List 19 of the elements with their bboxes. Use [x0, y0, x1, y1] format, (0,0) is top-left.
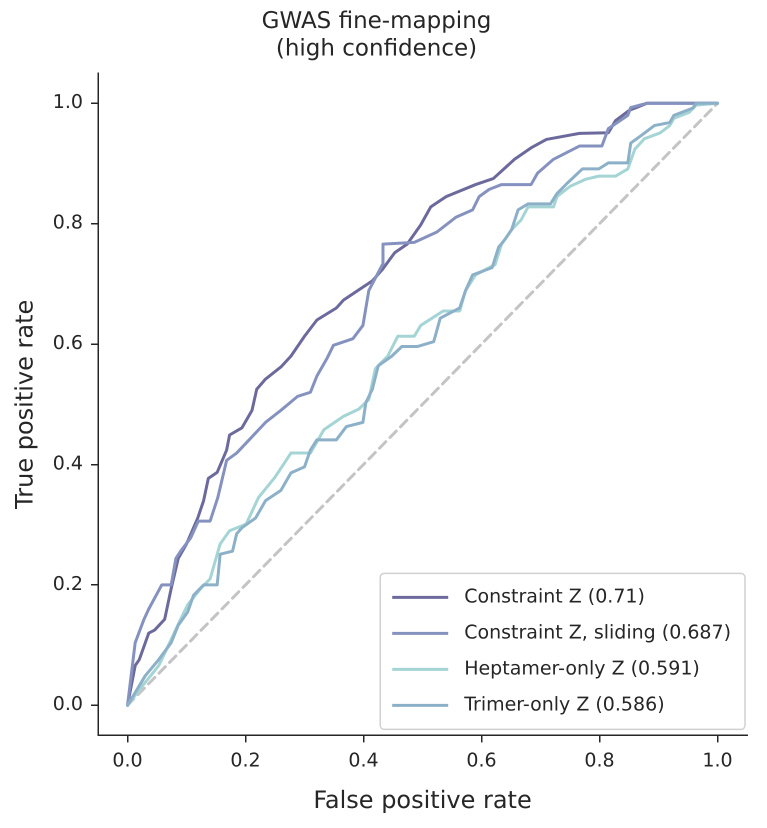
y-tick-label: 0.0 [52, 693, 84, 716]
y-axis-title: True positive rate [10, 300, 39, 510]
x-tick-label: 0.2 [230, 750, 261, 772]
x-tick-label: 0.4 [348, 750, 379, 772]
y-tick-label: 0.6 [52, 332, 84, 354]
x-tick-label: 0.6 [466, 750, 497, 772]
y-tick-label: 0.8 [52, 212, 84, 234]
x-tick-label: 0.8 [584, 750, 615, 772]
legend-label: Trimer-only Z (0.586) [463, 693, 665, 716]
legend-label: Constraint Z, sliding (0.687) [464, 621, 732, 644]
legend-label: Constraint Z (0.71) [464, 585, 645, 608]
legend-label: Heptamer-only Z (0.591) [464, 657, 700, 680]
y-tick-label: 0.2 [52, 572, 84, 595]
x-tick-label: 0.0 [112, 750, 143, 772]
x-axis-title: False positive rate [313, 786, 532, 814]
x-tick-label: 1.0 [702, 750, 733, 772]
y-tick-label: 0.4 [52, 452, 84, 474]
y-tick-label: 1.0 [52, 91, 84, 114]
chart-title: GWAS fine-mapping (high confidence) [262, 8, 492, 62]
